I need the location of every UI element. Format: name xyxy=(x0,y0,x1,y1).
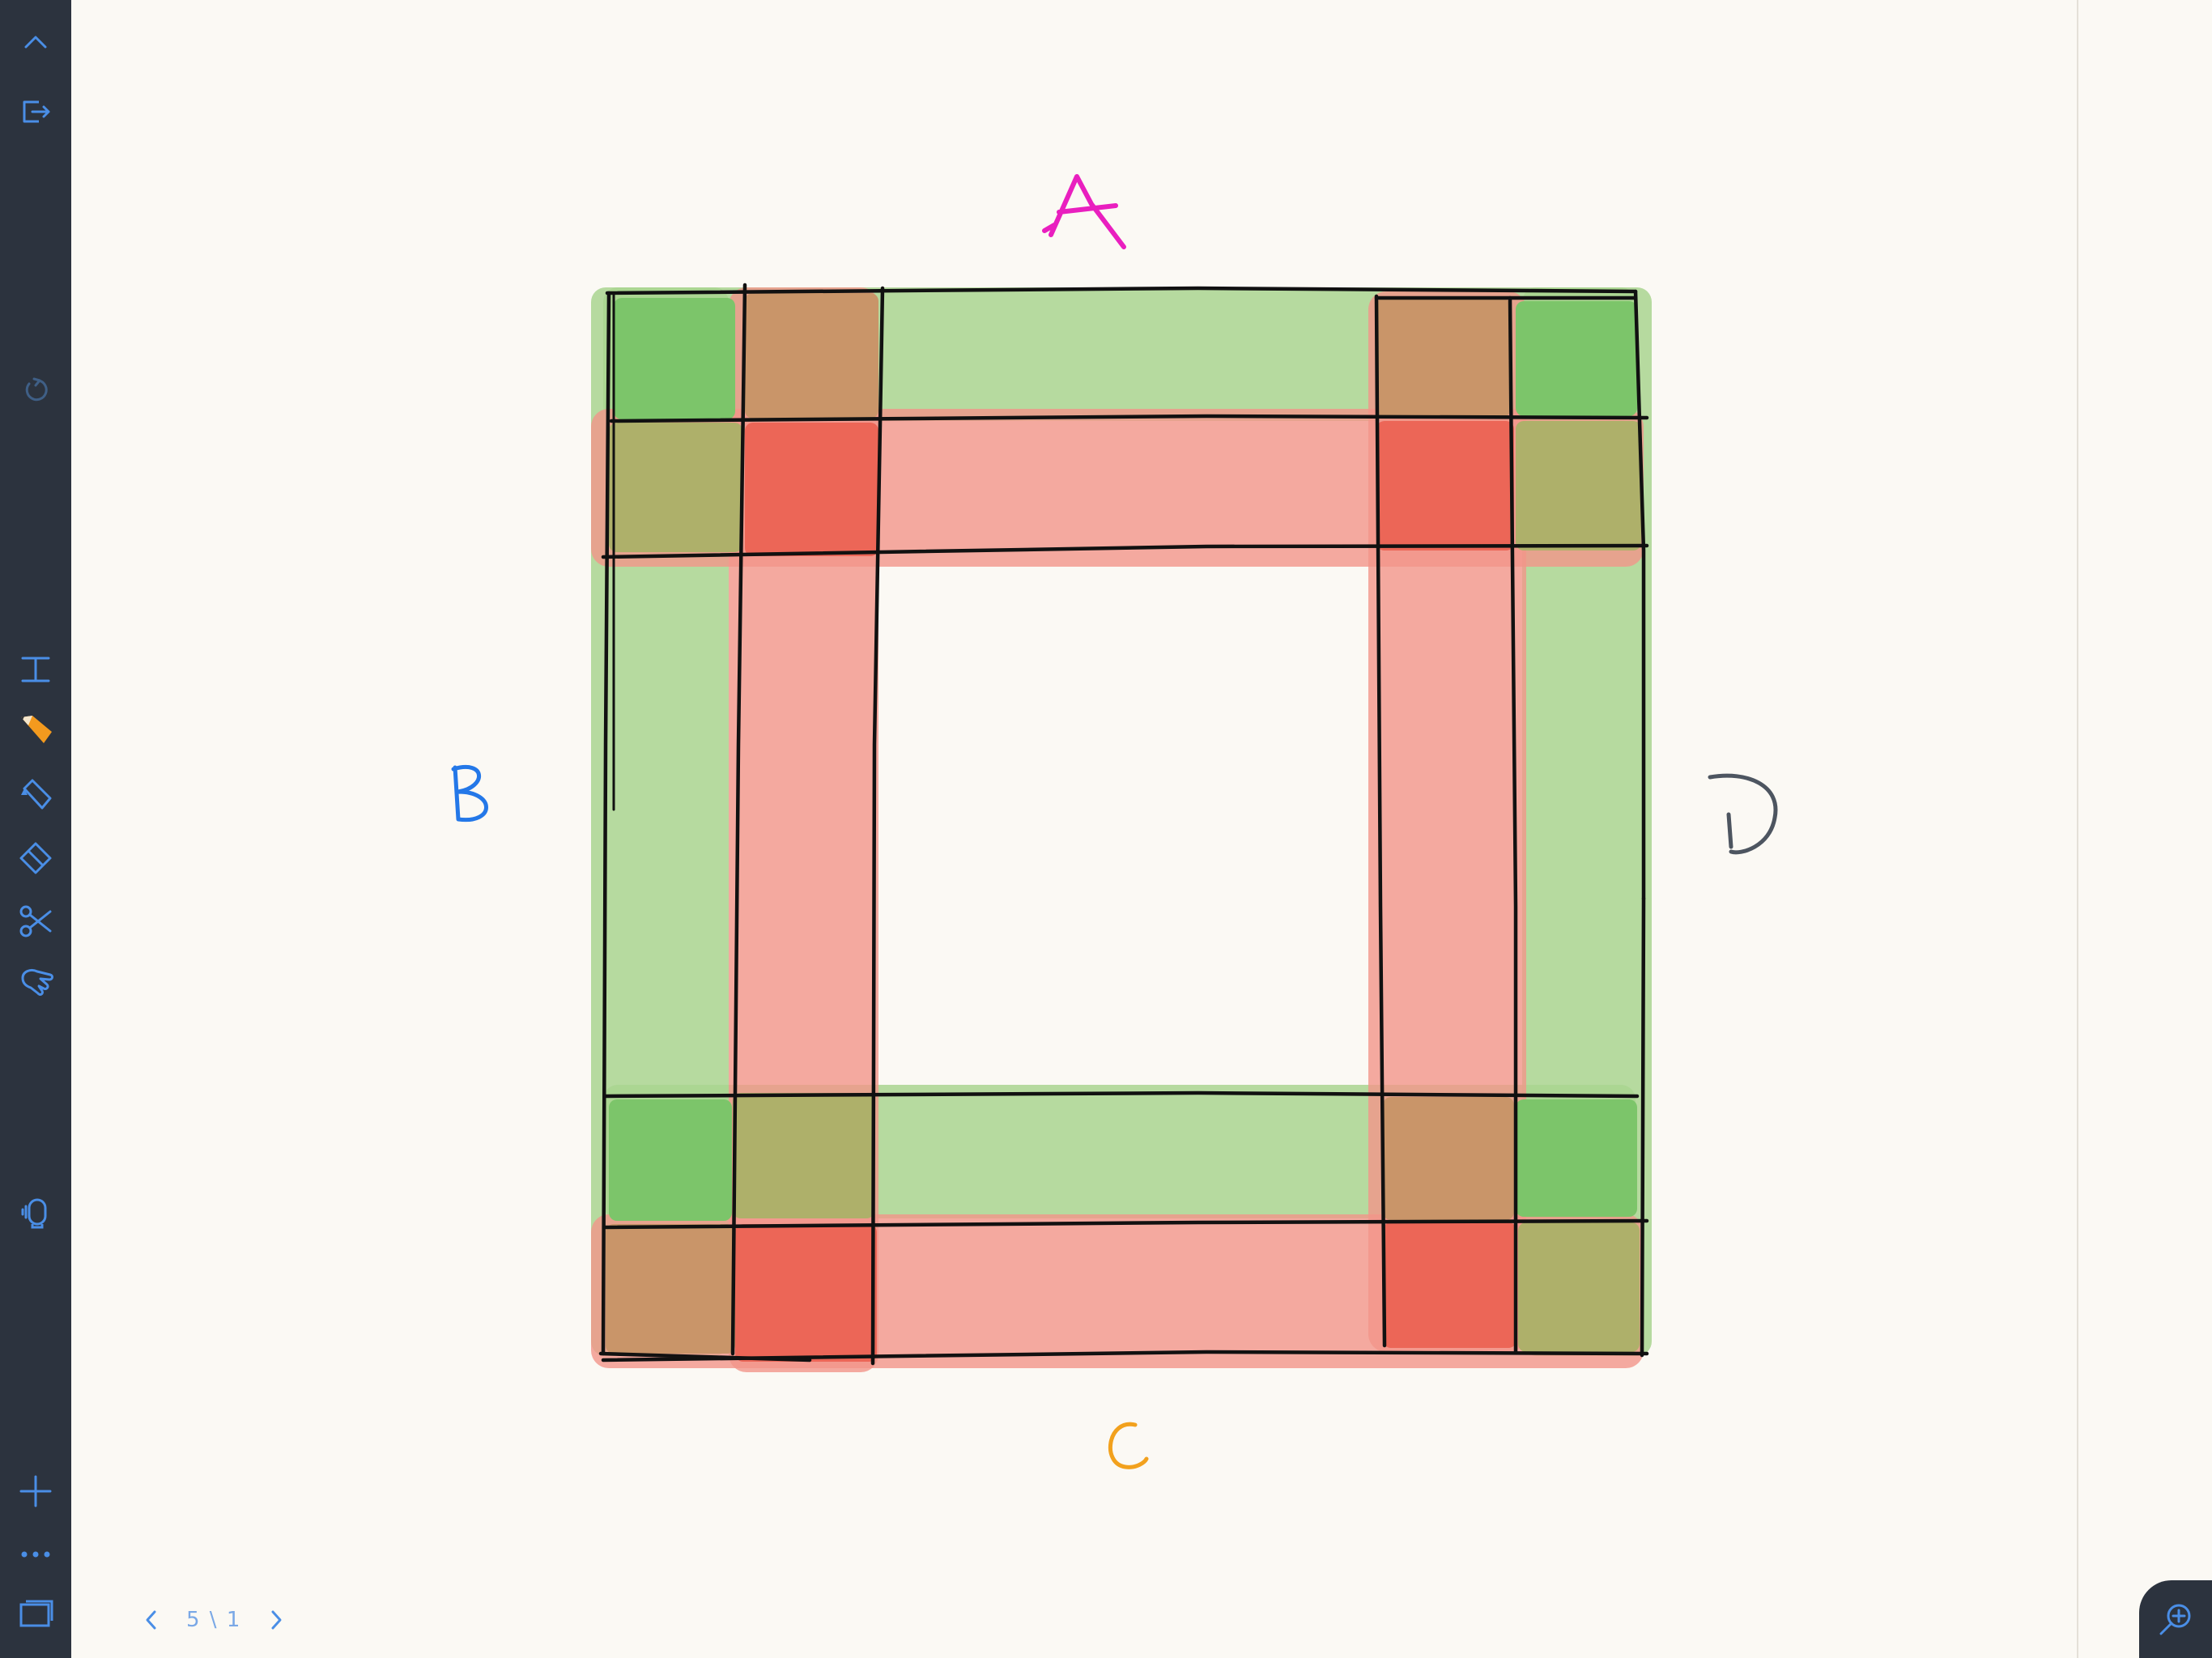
scissors-icon[interactable] xyxy=(11,897,60,946)
line-v-7 xyxy=(1640,896,1646,1358)
page-margin-divider xyxy=(2077,0,2078,1658)
chevron-up-icon[interactable] xyxy=(11,18,60,66)
line-h-3 xyxy=(601,543,1649,559)
label-c xyxy=(1108,1422,1149,1469)
red-band-right xyxy=(1368,291,1526,1352)
zoom-in-icon xyxy=(2159,1604,2191,1635)
overlap-olive-br xyxy=(1518,1222,1640,1352)
overlap-red-tr xyxy=(1376,421,1514,551)
overlap-green-bl xyxy=(609,1099,732,1221)
eraser-icon[interactable] xyxy=(11,834,60,882)
line-h-1 xyxy=(605,286,1638,295)
overlap-mixed-br xyxy=(1383,1097,1514,1220)
overlap-mixed-tl-a xyxy=(745,293,878,419)
label-c-text: C xyxy=(1116,1433,1121,1442)
label-b-text: B xyxy=(450,769,456,778)
overlap-mixed-bl xyxy=(606,1224,735,1354)
overlap-red-br xyxy=(1383,1222,1516,1348)
toolbar-sidebar xyxy=(0,0,71,1658)
label-a xyxy=(1042,174,1126,249)
label-b xyxy=(451,765,488,823)
label-a-text: A xyxy=(1043,182,1049,191)
pages-icon[interactable] xyxy=(11,1592,60,1640)
overlap-green-tl xyxy=(614,298,735,419)
line-h-5 xyxy=(603,1218,1649,1230)
marker-icon[interactable] xyxy=(11,771,60,819)
export-icon[interactable] xyxy=(11,87,60,136)
plus-icon[interactable] xyxy=(11,1467,60,1516)
chevron-right-icon[interactable] xyxy=(262,1604,290,1636)
label-d-text: D xyxy=(1715,789,1721,798)
line-v-6 xyxy=(1633,289,1646,901)
overlap-olive-tr xyxy=(1516,421,1641,551)
page-navigation: 5 \ 1 xyxy=(138,1600,290,1640)
label-d xyxy=(1708,773,1778,855)
overlap-green-tr xyxy=(1516,301,1637,416)
zoom-button[interactable] xyxy=(2139,1580,2212,1658)
drawing-canvas[interactable]: A B C D xyxy=(71,0,2078,1658)
drawing-svg xyxy=(451,174,1778,1469)
right-margin-area xyxy=(2078,0,2212,1658)
chevron-left-icon[interactable] xyxy=(138,1604,165,1636)
line-v-2 xyxy=(730,283,747,1356)
overlap-red-bl xyxy=(735,1224,877,1362)
pencil-icon[interactable] xyxy=(11,704,60,753)
hand-pointer-icon[interactable] xyxy=(11,957,60,1005)
line-v-5 xyxy=(1508,295,1518,1354)
page-indicator: 5 \ 1 xyxy=(186,1608,242,1632)
overlap-squares xyxy=(606,293,1641,1362)
overlap-olive-tl xyxy=(609,423,742,552)
overlap-olive-bl xyxy=(733,1093,874,1218)
undo-icon[interactable] xyxy=(11,364,60,413)
overlap-green-br xyxy=(1516,1099,1637,1217)
outline-strokes xyxy=(598,283,1649,1366)
line-v-1 xyxy=(601,291,611,1356)
presenter-icon[interactable] xyxy=(11,1188,60,1237)
line-h-2 xyxy=(609,414,1649,423)
text-tool-icon[interactable] xyxy=(11,644,60,692)
overlap-red-tl xyxy=(745,423,878,556)
line-h-4 xyxy=(603,1090,1640,1099)
line-v-3 xyxy=(870,286,885,1366)
more-icon[interactable] xyxy=(11,1527,60,1575)
line-h-7 xyxy=(598,1351,812,1363)
line-v-4 xyxy=(1374,294,1387,1348)
overlap-mixed-tr xyxy=(1376,298,1510,418)
line-h-6 xyxy=(601,1350,1649,1363)
